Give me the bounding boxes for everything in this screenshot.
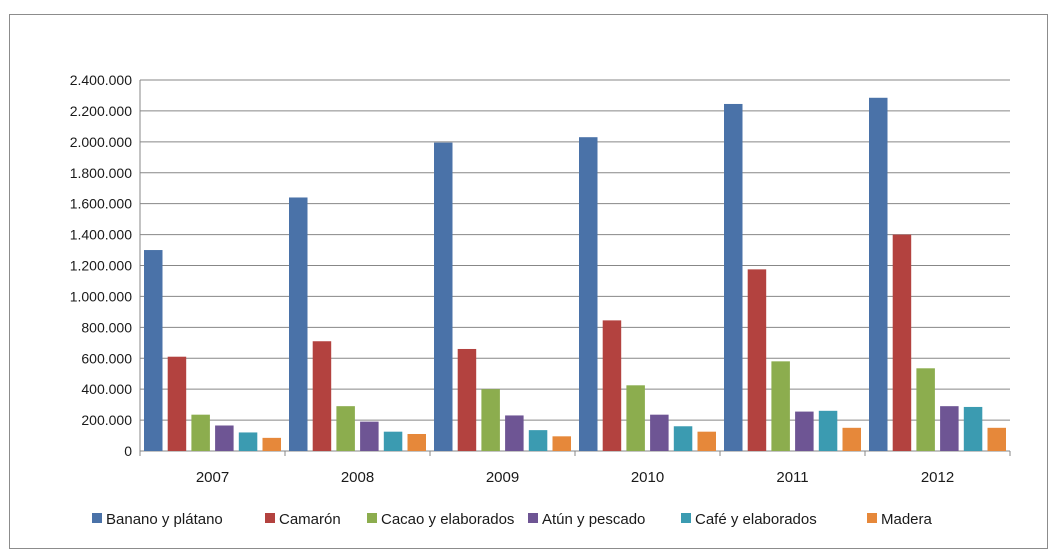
bar <box>215 425 234 451</box>
bar <box>869 97 888 451</box>
bar <box>916 368 935 451</box>
bar <box>289 197 308 451</box>
legend-swatch <box>681 513 691 523</box>
bar <box>697 431 716 451</box>
bar <box>602 320 622 451</box>
x-tick-label: 2011 <box>776 469 808 486</box>
bar <box>673 426 693 451</box>
x-tick-label: 2008 <box>341 469 374 486</box>
bar <box>963 406 983 451</box>
legend-swatch <box>92 513 102 523</box>
bar <box>650 414 669 451</box>
y-tick-label: 600.000 <box>81 350 132 366</box>
bar <box>457 348 477 451</box>
bar <box>434 142 453 451</box>
bar <box>771 361 790 451</box>
y-tick-label: 1.600.000 <box>70 196 132 212</box>
y-tick-label: 2.400.000 <box>70 72 132 88</box>
bar <box>312 341 332 451</box>
legend-swatch <box>528 513 538 523</box>
bar <box>579 137 598 451</box>
y-tick-label: 1.200.000 <box>70 258 132 274</box>
legend-label: Camarón <box>279 511 341 528</box>
bar <box>818 410 838 451</box>
x-tick-label: 2007 <box>196 469 229 486</box>
bar <box>262 437 281 451</box>
y-tick-label: 2.000.000 <box>70 134 132 150</box>
bar <box>167 356 187 451</box>
legend-swatch <box>265 513 275 523</box>
y-tick-label: 1.400.000 <box>70 227 132 243</box>
legend-label: Cacao y elaborados <box>381 511 514 528</box>
bar <box>626 385 645 451</box>
legend-swatch <box>367 513 377 523</box>
y-tick-label: 2.200.000 <box>70 103 132 119</box>
y-tick-label: 0 <box>124 443 132 459</box>
legend-label: Café y elaborados <box>695 511 817 528</box>
legend-swatch <box>867 513 877 523</box>
x-tick-label: 2010 <box>631 469 664 486</box>
bar <box>238 432 258 451</box>
legend-label: Madera <box>881 511 933 528</box>
legend-label: Banano y plátano <box>106 511 223 528</box>
bar <box>842 427 861 451</box>
y-tick-label: 1.800.000 <box>70 165 132 181</box>
bar <box>795 411 814 451</box>
y-tick-label: 1.000.000 <box>70 288 132 304</box>
bar <box>724 103 743 451</box>
bar <box>892 234 912 451</box>
x-tick-label: 2012 <box>921 469 954 486</box>
bar <box>552 436 571 451</box>
bar <box>383 431 403 451</box>
legend-label: Atún y pescado <box>542 511 645 528</box>
y-tick-label: 800.000 <box>81 319 132 335</box>
bar <box>747 269 767 451</box>
bar <box>144 250 163 451</box>
bar <box>191 414 210 451</box>
y-tick-label: 200.000 <box>81 412 132 428</box>
bar <box>481 389 500 451</box>
bar <box>505 415 524 451</box>
bar <box>528 430 548 451</box>
y-tick-label: 400.000 <box>81 381 132 397</box>
bar <box>940 406 959 451</box>
bar <box>336 406 355 451</box>
bar <box>360 421 379 451</box>
bar <box>407 433 426 451</box>
bar <box>987 427 1006 451</box>
x-tick-label: 2009 <box>486 469 519 486</box>
